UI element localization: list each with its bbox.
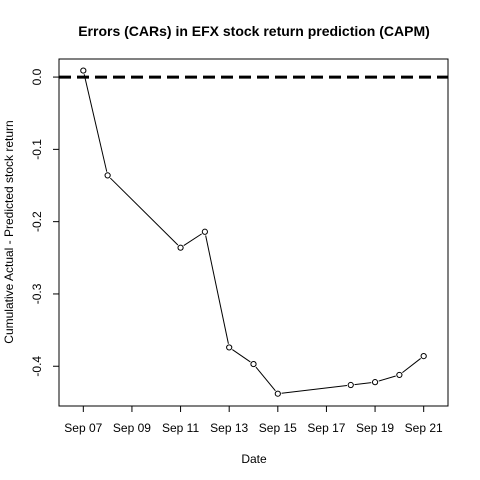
data-point [274, 390, 281, 397]
data-point [420, 353, 427, 360]
x-tick-label: Sep 13 [210, 421, 248, 435]
series-line-segment [109, 177, 179, 246]
data-point [177, 244, 184, 251]
x-tick-label: Sep 21 [405, 421, 443, 435]
series-line-segment [281, 384, 348, 394]
y-tick-label: -0.2 [30, 211, 44, 232]
plot-frame [58, 58, 449, 407]
chart-title: Errors (CARs) in EFX stock return predic… [78, 23, 430, 39]
data-point [201, 228, 208, 235]
x-tick-label: Sep 17 [307, 421, 345, 435]
y-tick-label: -0.3 [30, 283, 44, 304]
data-point [396, 371, 403, 379]
data-point [347, 381, 354, 389]
series-line-segment [205, 235, 229, 344]
data-point [80, 67, 87, 74]
data-point [371, 379, 379, 386]
y-tick-label: 0.0 [30, 68, 44, 85]
x-tick-label: Sep 11 [162, 421, 199, 435]
series-line-segment [232, 349, 251, 363]
y-tick-label: -0.1 [30, 139, 44, 160]
data-point [104, 172, 111, 179]
data-point [250, 360, 257, 368]
y-tick-label: -0.4 [30, 356, 44, 377]
series-line-segment [83, 74, 108, 172]
series-line-segment [378, 375, 396, 382]
x-tick-label: Sep 07 [64, 421, 102, 435]
series-line-segment [183, 233, 202, 247]
data-point [226, 344, 233, 351]
x-axis-label: Date [241, 452, 267, 466]
x-tick-label: Sep 09 [113, 421, 151, 435]
series-line-segment [255, 366, 276, 392]
y-axis-label: Cumulative Actual - Predicted stock retu… [2, 120, 16, 343]
x-tick-label: Sep 19 [356, 421, 394, 435]
series-line-segment [354, 382, 372, 386]
x-tick-label: Sep 15 [259, 421, 297, 435]
series-line-segment [402, 358, 421, 373]
